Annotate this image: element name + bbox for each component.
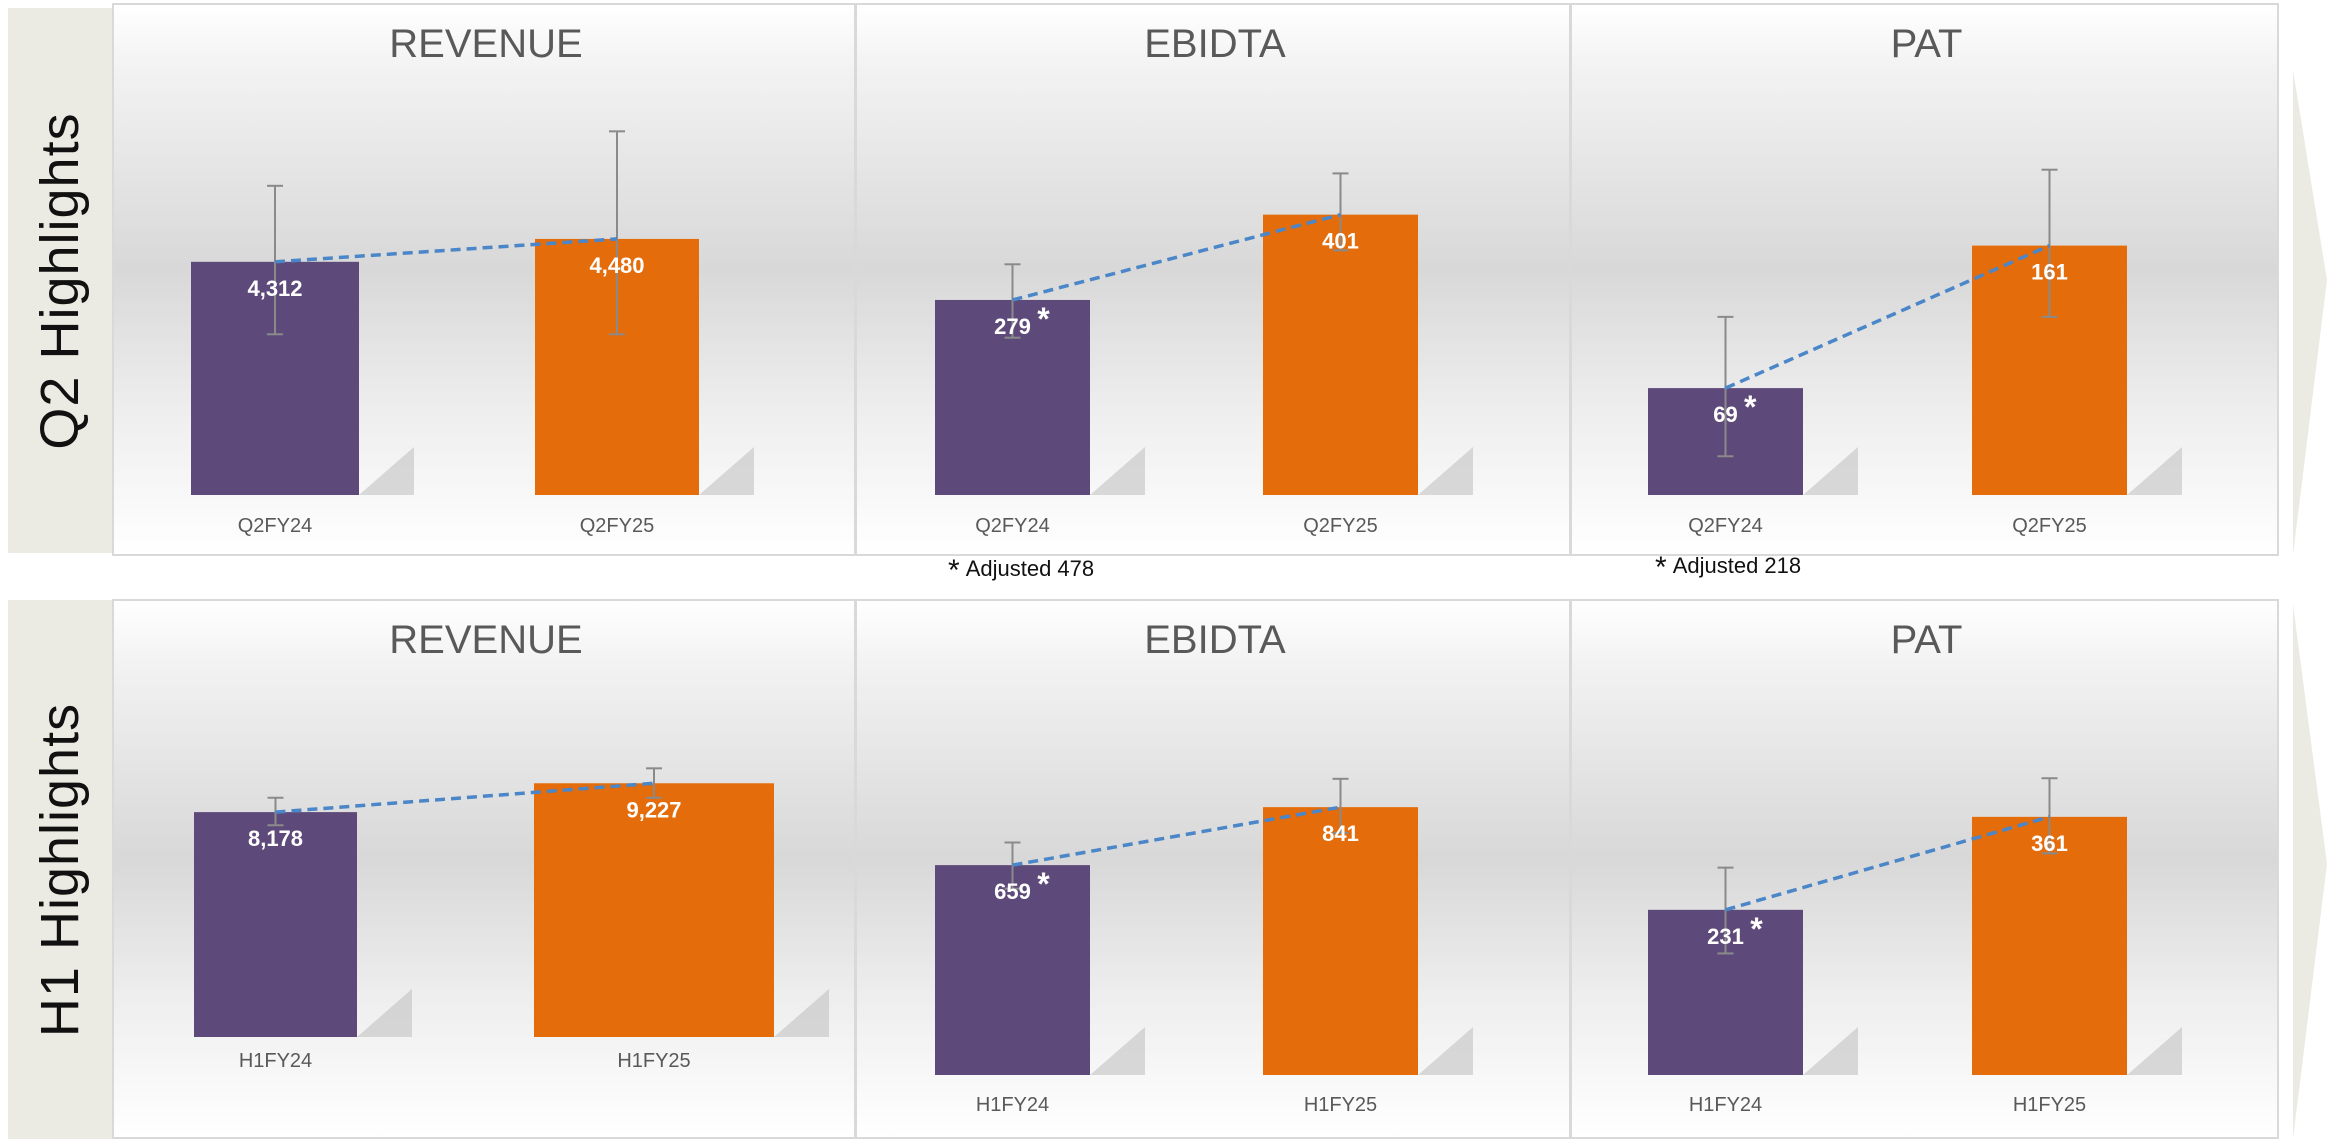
- chart-title: REVENUE: [389, 618, 582, 662]
- bar-shadow: [1418, 1027, 1473, 1075]
- category-label: H1FY24: [976, 1094, 1049, 1116]
- data-label: 9,227: [626, 797, 681, 822]
- data-label: 231: [1707, 924, 1744, 949]
- right-arrow-decoration-top: [2293, 70, 2327, 555]
- right-arrow-decoration-bottom: [2293, 604, 2327, 1139]
- category-label: Q2FY25: [1303, 515, 1377, 537]
- data-label: 4,480: [589, 253, 644, 278]
- chart-title: EBIDTA: [1144, 618, 1286, 662]
- bar-h1fy25: [534, 783, 774, 1037]
- bar-h1fy24: [194, 812, 357, 1037]
- bar-h1fy25: [1972, 816, 2127, 1075]
- data-label: 401: [1322, 229, 1359, 254]
- bar-shadow: [357, 989, 412, 1037]
- h1-highlights-label: H1 Highlights: [30, 702, 90, 1038]
- category-label: Q2FY24: [1688, 515, 1762, 537]
- bar-shadow: [1803, 1027, 1858, 1075]
- footnote-text: Adjusted 218: [1672, 553, 1802, 578]
- q2-side-band: [8, 8, 112, 553]
- adjusted-star: *: [1037, 866, 1050, 902]
- trend-line: [1724, 244, 2051, 390]
- trend-line: [1012, 212, 1341, 302]
- data-label: 659: [994, 879, 1031, 904]
- chart-panel-h1-pat: PAT H1FY24 H1FY25 231 * 361: [1570, 599, 2279, 1139]
- category-label: H1FY25: [617, 1050, 690, 1072]
- chart-title: PAT: [1891, 618, 1963, 662]
- data-label: 4,312: [247, 276, 302, 301]
- bar-h1fy25: [1263, 807, 1418, 1075]
- trend-line: [274, 237, 618, 264]
- chart-title: REVENUE: [389, 22, 582, 66]
- category-label: Q2FY24: [975, 515, 1049, 537]
- adjusted-star: *: [1037, 301, 1050, 337]
- adjusted-star: *: [1750, 911, 1763, 947]
- trend-line: [1012, 805, 1341, 867]
- bar-q2fy25: [1263, 214, 1418, 496]
- chart-svg: REVENUE Q2FY24 Q2FY25 4,312 4,480: [191, 22, 754, 537]
- bar-shadow: [1090, 1027, 1145, 1075]
- chart-panel-q2-revenue: REVENUE Q2FY24 Q2FY25 4,312 4,480: [112, 3, 856, 556]
- category-label: Q2FY25: [580, 515, 654, 537]
- data-label: 361: [2031, 831, 2068, 856]
- category-label: Q2FY24: [238, 515, 312, 537]
- h1-side-band: [8, 600, 112, 1139]
- footnote-text: Adjusted 478: [965, 556, 1095, 581]
- category-label: H1FY25: [2013, 1094, 2086, 1116]
- chart-panel-q2-pat: PAT Q2FY24 Q2FY25 69 * 161: [1570, 3, 2279, 556]
- bar-shadow: [2127, 1027, 2182, 1075]
- category-label: H1FY24: [239, 1050, 312, 1072]
- footnote-ebidta-adjusted: * Adjusted 478: [948, 554, 1094, 588]
- q2-highlights-label: Q2 Highlights: [30, 112, 90, 450]
- chart-title: PAT: [1891, 22, 1963, 66]
- chart-svg: PAT Q2FY24 Q2FY25 69 * 161: [1648, 22, 2182, 537]
- data-label: 841: [1322, 821, 1359, 846]
- bar-shadow: [359, 447, 414, 495]
- chart-svg: PAT H1FY24 H1FY25 231 * 361: [1648, 618, 2182, 1116]
- bar-shadow: [699, 447, 754, 495]
- data-label: 8,178: [248, 826, 303, 851]
- chart-svg: REVENUE H1FY24 H1FY25 8,178 9,227: [194, 618, 829, 1072]
- adjusted-star: *: [1744, 389, 1757, 425]
- chart-panel-h1-revenue: REVENUE H1FY24 H1FY25 8,178 9,227: [112, 599, 856, 1139]
- bar-shadow: [2127, 447, 2182, 495]
- trend-line: [1725, 815, 2050, 912]
- data-label: 279: [994, 314, 1031, 339]
- category-label: Q2FY25: [2012, 515, 2086, 537]
- chart-panel-q2-ebidta: EBIDTA Q2FY24 Q2FY25 279 * 401: [855, 3, 1571, 556]
- category-label: H1FY24: [1689, 1094, 1762, 1116]
- footnote-star: *: [1655, 551, 1667, 584]
- chart-svg: EBIDTA H1FY24 H1FY25 659 * 841: [935, 618, 1473, 1116]
- chart-svg: EBIDTA Q2FY24 Q2FY25 279 * 401: [935, 22, 1473, 537]
- footnote-pat-adjusted: * Adjusted 218: [1655, 551, 1801, 585]
- bar-shadow: [774, 989, 829, 1037]
- data-label: 69: [1713, 402, 1737, 427]
- bar-shadow: [1803, 447, 1858, 495]
- bar-shadow: [1418, 447, 1473, 495]
- bar-shadow: [1090, 447, 1145, 495]
- bar-h1fy24: [935, 865, 1090, 1075]
- footnote-star: *: [948, 554, 960, 587]
- data-label: 161: [2031, 260, 2068, 285]
- chart-title: EBIDTA: [1144, 22, 1286, 66]
- chart-panel-h1-ebidta: EBIDTA H1FY24 H1FY25 659 * 841: [855, 599, 1571, 1139]
- category-label: H1FY25: [1304, 1094, 1377, 1116]
